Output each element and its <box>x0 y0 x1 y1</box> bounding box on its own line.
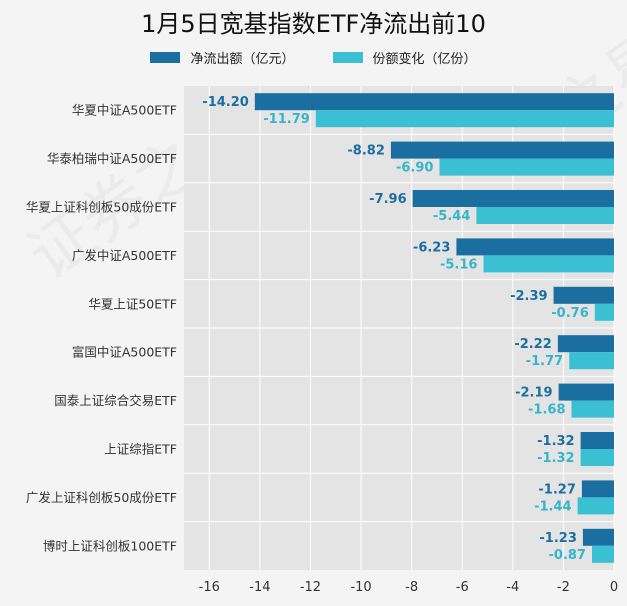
legend-label-net-outflow: 净流出额（亿元） <box>190 52 295 67</box>
data-label-net-outflow: -1.32 <box>537 434 574 449</box>
y-category-label: 华夏中证A500ETF <box>72 103 177 118</box>
data-label-share-change: -6.90 <box>396 161 433 176</box>
data-label-share-change: -1.77 <box>526 354 563 369</box>
data-label-share-change: -1.68 <box>528 403 565 418</box>
bar-net-outflow <box>557 335 614 353</box>
bar-share-change <box>439 158 614 176</box>
data-label-share-change: -11.79 <box>263 112 310 127</box>
x-tick-label: -14 <box>249 580 270 595</box>
y-category-label: 富国中证A500ETF <box>72 345 177 360</box>
x-tick-label: -12 <box>300 580 321 595</box>
y-category-label: 华泰柏瑞中证A500ETF <box>47 151 177 166</box>
bar-net-outflow <box>456 238 614 256</box>
bar-share-change <box>476 207 614 224</box>
bar-share-change <box>569 352 614 370</box>
x-tick-label: -4 <box>506 580 519 595</box>
legend-item-share-change: 份额变化（亿份） <box>332 48 477 67</box>
data-label-share-change: -0.87 <box>549 548 586 563</box>
bar-share-change <box>483 255 614 273</box>
y-category-label: 华夏上证科创板50成份ETF <box>26 200 177 215</box>
bar-net-outflow <box>412 190 614 207</box>
x-tick-label: -6 <box>456 580 469 595</box>
bar-share-change <box>315 110 614 128</box>
data-label-net-outflow: -8.82 <box>347 144 384 159</box>
bar-share-change <box>577 497 614 515</box>
y-category-label: 博时上证科创板100ETF <box>43 538 177 553</box>
data-label-net-outflow: -1.23 <box>539 531 576 546</box>
data-label-share-change: -5.44 <box>433 209 470 224</box>
bar-net-outflow <box>582 528 614 546</box>
bar-share-change <box>580 449 614 466</box>
y-category-label: 华夏上证50ETF <box>88 296 177 311</box>
bar-net-outflow <box>390 141 614 159</box>
data-label-share-change: -1.44 <box>534 499 571 514</box>
data-label-share-change: -5.16 <box>440 257 477 272</box>
x-tick-label: -10 <box>350 580 371 595</box>
y-category-label: 上证综指ETF <box>104 442 177 457</box>
bar-share-change <box>591 545 614 563</box>
x-tick-label: -8 <box>405 580 418 595</box>
data-label-net-outflow: -2.22 <box>514 337 551 352</box>
x-tick-label: -2 <box>557 580 570 595</box>
chart-title: 1月5日宽基指数ETF净流出前10 <box>141 10 486 38</box>
bar-share-change <box>571 400 614 418</box>
bar-net-outflow <box>581 480 614 498</box>
data-label-net-outflow: -14.20 <box>202 95 249 110</box>
data-label-share-change: -1.32 <box>537 451 574 466</box>
legend-label-share-change: 份额变化（亿份） <box>372 52 477 67</box>
legend-swatch-net-outflow <box>150 52 181 63</box>
bar-net-outflow <box>254 93 614 111</box>
data-label-share-change: -0.76 <box>551 306 588 321</box>
bar-net-outflow <box>558 383 614 401</box>
data-label-net-outflow: -2.39 <box>510 289 547 304</box>
data-label-net-outflow: -6.23 <box>413 240 450 255</box>
bar-net-outflow <box>580 432 614 449</box>
y-category-label: 广发中证A500ETF <box>72 248 177 263</box>
data-label-net-outflow: -1.27 <box>538 482 575 497</box>
legend-item-net-outflow: 净流出额（亿元） <box>150 48 295 67</box>
bar-net-outflow <box>553 286 614 304</box>
bar-share-change <box>594 303 614 321</box>
legend-swatch-share-change <box>332 52 363 63</box>
chart-legend: 净流出额（亿元） 份额变化（亿份） <box>0 48 627 67</box>
data-label-net-outflow: -2.19 <box>515 386 552 401</box>
data-label-net-outflow: -7.96 <box>369 192 406 207</box>
x-tick-label: 0 <box>610 580 618 595</box>
y-category-label: 国泰上证综合交易ETF <box>54 393 177 408</box>
y-category-label: 广发上证科创板50成份ETF <box>26 490 177 505</box>
x-tick-label: -16 <box>199 580 220 595</box>
